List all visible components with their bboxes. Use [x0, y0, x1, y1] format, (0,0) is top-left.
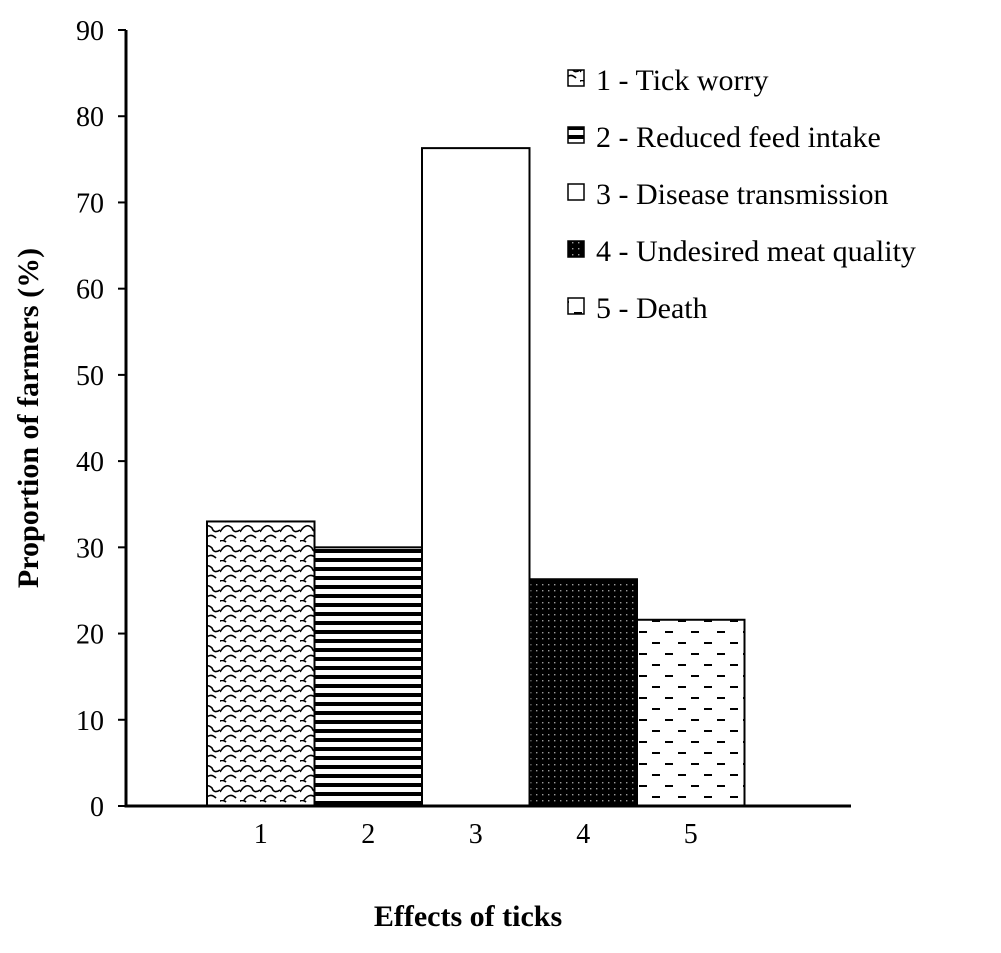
y-tick-label-60: 60 — [76, 275, 104, 306]
x-tick-label-1: 1 — [254, 819, 268, 850]
legend-label-4-undesired-meat-quality: 4 - Undesired meat quality — [596, 235, 916, 268]
legend-label-5-death: 5 - Death — [596, 292, 708, 325]
legend-label-1-tick-worry: 1 - Tick worry — [596, 64, 769, 97]
legend-label-3-disease-transmission: 3 - Disease transmission — [596, 178, 888, 211]
y-tick-label-80: 80 — [76, 102, 104, 133]
y-tick-label-20: 20 — [76, 620, 104, 651]
y-tick-label-40: 40 — [76, 447, 104, 478]
y-ticks-group: 0 10 20 30 40 50 60 70 80 90 — [76, 16, 126, 823]
legend-swatch-4 — [567, 240, 585, 258]
legend-swatch-5 — [567, 297, 585, 315]
axes-group — [124, 30, 851, 808]
y-tick-label-10: 10 — [76, 706, 104, 737]
y-tick-label-0: 0 — [90, 792, 104, 823]
legend-swatch-3 — [567, 183, 585, 201]
x-tick-label-2: 2 — [361, 819, 375, 850]
bar-2 — [313, 546, 423, 807]
y-axis-title: Proportion of farmers (%) — [12, 248, 45, 588]
y-tick-label-30: 30 — [76, 533, 104, 564]
legend-swatch-2 — [567, 126, 585, 144]
legend-swatch-1 — [567, 69, 585, 87]
y-tick-label-70: 70 — [76, 188, 104, 219]
y-tick-label-90: 90 — [76, 16, 104, 47]
x-axis-title: Effects of ticks — [374, 900, 562, 933]
legend: 1 - Tick worry 2 - Reduced feed intake 3 -… — [567, 64, 916, 325]
bar-3 — [421, 147, 531, 807]
x-tick-label-4: 4 — [576, 819, 590, 850]
bar-1 — [206, 520, 316, 807]
bar-5 — [636, 618, 746, 808]
legend-label-2-reduced-feed-intake: 2 - Reduced feed intake — [596, 121, 881, 154]
bars-group — [206, 147, 746, 808]
y-tick-label-50: 50 — [76, 361, 104, 392]
x-ticks-group: 1 2 3 4 5 — [254, 819, 698, 850]
x-tick-label-5: 5 — [684, 819, 698, 850]
x-tick-label-3: 3 — [469, 819, 483, 850]
bar-4 — [528, 578, 638, 807]
